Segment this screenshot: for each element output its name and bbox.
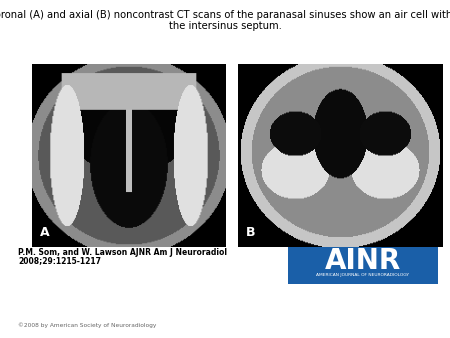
Text: ©2008 by American Society of Neuroradiology: ©2008 by American Society of Neuroradiol… xyxy=(18,322,157,328)
Text: B: B xyxy=(246,226,255,239)
Text: 2008;29:1215-1217: 2008;29:1215-1217 xyxy=(18,256,101,265)
Text: A: A xyxy=(40,226,50,239)
Text: Coronal (A) and axial (B) noncontrast CT scans of the paranasal sinuses show an : Coronal (A) and axial (B) noncontrast CT… xyxy=(0,10,450,20)
Bar xyxy=(288,238,438,284)
Text: P.M. Som, and W. Lawson AJNR Am J Neuroradiol: P.M. Som, and W. Lawson AJNR Am J Neuror… xyxy=(18,248,227,257)
Text: AMERICAN JOURNAL OF NEURORADIOLOGY: AMERICAN JOURNAL OF NEURORADIOLOGY xyxy=(316,273,410,277)
Text: the intersinus septum.: the intersinus septum. xyxy=(169,21,281,31)
Text: AINR: AINR xyxy=(325,247,401,275)
